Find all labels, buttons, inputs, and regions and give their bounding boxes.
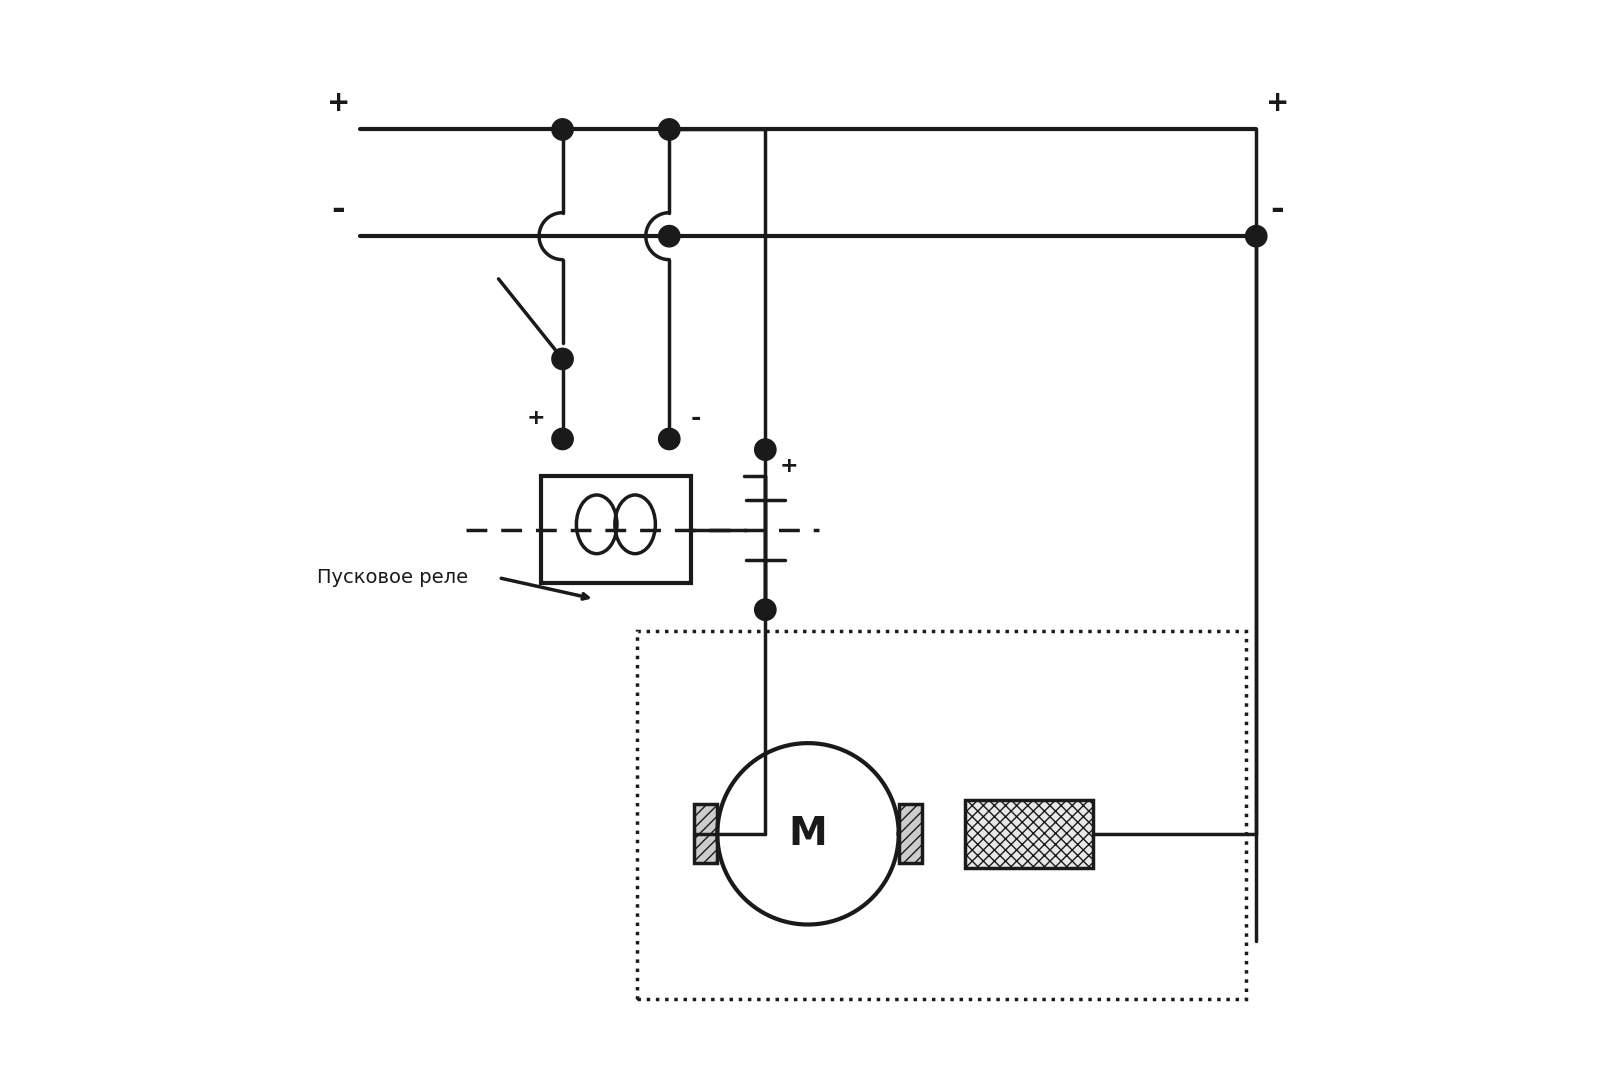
Circle shape xyxy=(659,119,680,140)
Bar xyxy=(541,476,690,583)
Text: M: M xyxy=(789,815,827,853)
Circle shape xyxy=(553,119,574,140)
Text: +: + xyxy=(1265,89,1290,117)
Circle shape xyxy=(553,428,574,449)
Circle shape xyxy=(659,428,680,449)
Text: Пусковое реле: Пусковое реле xyxy=(317,568,469,587)
Circle shape xyxy=(755,439,776,460)
Circle shape xyxy=(755,599,776,621)
Circle shape xyxy=(1246,226,1267,247)
Circle shape xyxy=(659,226,680,247)
Text: +: + xyxy=(326,89,351,117)
Text: +: + xyxy=(527,408,545,428)
Text: -: - xyxy=(690,406,701,430)
Circle shape xyxy=(553,348,574,369)
Text: -: - xyxy=(1270,193,1285,226)
Text: +: + xyxy=(779,456,798,476)
Bar xyxy=(637,631,1246,999)
Bar xyxy=(693,805,718,863)
Bar xyxy=(898,805,923,863)
Text: -: - xyxy=(331,193,346,226)
Bar xyxy=(965,799,1092,868)
